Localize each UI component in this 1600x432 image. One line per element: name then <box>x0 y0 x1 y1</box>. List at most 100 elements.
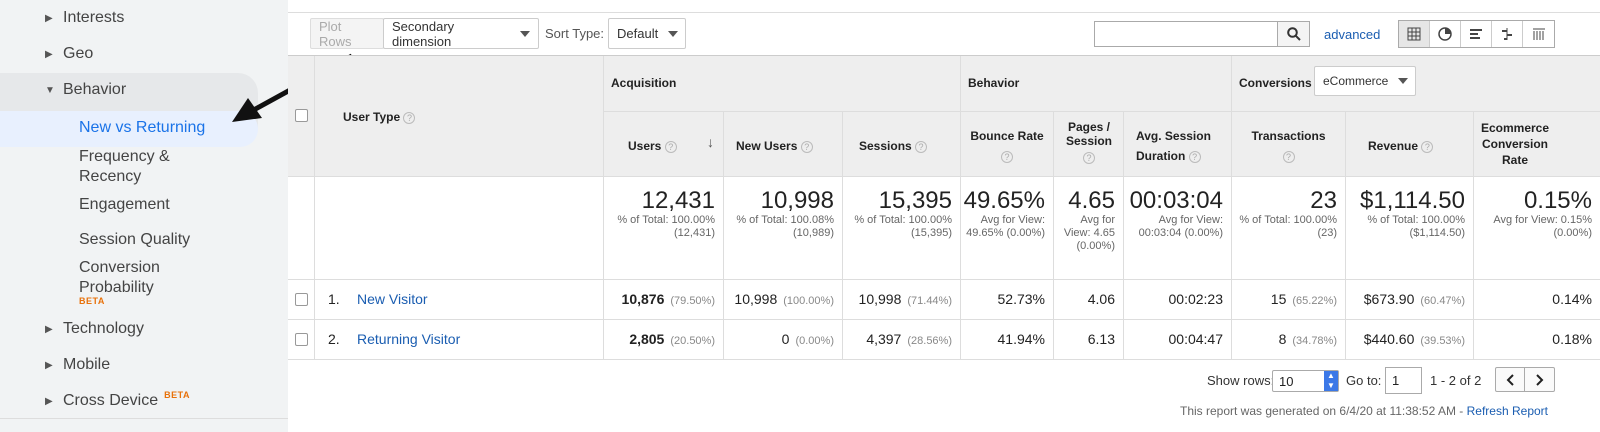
help-icon[interactable]: ? <box>800 140 813 153</box>
column-header-ecommerce-conversion-rate[interactable]: Ecommerce Conversion Rate <box>1474 112 1600 177</box>
page-range: 1 - 2 of 2 <box>1430 373 1482 388</box>
comparison-view-icon[interactable] <box>1492 21 1523 47</box>
sidebar-subitem-conversion-probability[interactable]: Conversion Probability <box>79 259 160 296</box>
secondary-dimension-dropdown[interactable]: Secondary dimension <box>383 18 539 49</box>
next-page-button[interactable] <box>1525 367 1555 392</box>
refresh-report-link[interactable]: Refresh Report <box>1466 404 1548 418</box>
column-label: Revenue <box>1368 139 1419 153</box>
plot-rows-button[interactable]: Plot Rows <box>310 18 384 49</box>
show-rows-value: 10 <box>1279 374 1294 389</box>
help-icon[interactable]: ? <box>664 140 677 153</box>
sidebar-item-geo[interactable]: ▶ Geo <box>0 36 93 72</box>
help-icon[interactable]: ? <box>1282 150 1295 163</box>
column-header-new-users[interactable]: New Users ? <box>724 112 843 177</box>
divider <box>288 12 1600 13</box>
sort-type-dropdown[interactable]: Default <box>608 18 686 49</box>
total-subtext: % of Total: 100.00% (23) <box>1239 214 1337 239</box>
user-type-header[interactable]: User Type ? <box>315 56 604 177</box>
cell-value: $440.60 <box>1363 331 1415 347</box>
sidebar-subitem-engagement[interactable]: Engagement <box>79 196 170 213</box>
help-icon[interactable]: ? <box>403 111 416 124</box>
cell-value: 15 <box>1270 291 1287 307</box>
pie-view-icon[interactable] <box>1430 21 1461 47</box>
table-search-input[interactable] <box>1094 21 1278 47</box>
goto-page-input[interactable]: 1 <box>1385 367 1422 394</box>
help-icon[interactable]: ? <box>1188 150 1201 163</box>
select-all-checkbox[interactable] <box>295 109 308 122</box>
conversions-dropdown[interactable]: eCommerce <box>1314 66 1416 96</box>
sidebar-subitem-frequency-recency[interactable]: Frequency & Recency <box>79 148 170 185</box>
conversions-group-header: Conversions eCommerce <box>1232 56 1600 112</box>
beta-badge: BETA <box>164 390 190 400</box>
chevron-left-icon <box>1506 373 1514 386</box>
row-new-users: 10,998 (100.00%) <box>724 280 843 320</box>
row-users: 10,876 (79.50%) <box>604 280 724 320</box>
total-subtext: Avg for View: 4.65 (0.00%) <box>1063 214 1115 252</box>
cell-value: 0 <box>781 331 790 347</box>
search-button[interactable] <box>1278 21 1310 47</box>
acquisition-group-label: Acquisition <box>611 76 677 90</box>
row-pages-session: 4.06 <box>1054 280 1124 320</box>
cell-value: 10,876 <box>621 291 665 307</box>
row-user-type-link[interactable]: New Visitor <box>357 291 428 307</box>
column-header-transactions[interactable]: Transactions? <box>1232 112 1346 177</box>
sidebar-item-label: Technology <box>63 320 144 337</box>
sidebar-item-cross-device[interactable]: ▶ Cross Device BETA <box>0 383 190 419</box>
column-header-revenue[interactable]: Revenue ? <box>1346 112 1474 177</box>
row-revenue: $440.60 (39.53%) <box>1346 320 1474 360</box>
sidebar-subitem-session-quality[interactable]: Session Quality <box>79 231 191 248</box>
caret-right-icon: ▶ <box>45 359 53 371</box>
sidebar-item-interests[interactable]: ▶ Interests <box>0 0 124 36</box>
cell-percent: (0.00%) <box>795 335 834 347</box>
cell-percent: (34.78%) <box>1292 335 1337 347</box>
search-icon <box>1286 27 1301 41</box>
column-header-pages-session[interactable]: Pages / Session? <box>1054 112 1124 177</box>
column-header-sessions[interactable]: Sessions ? <box>843 112 961 177</box>
total-transactions: 23 % of Total: 100.00% (23) <box>1232 177 1346 280</box>
row-checkbox-cell <box>288 320 315 360</box>
totals-label-cell <box>315 177 604 280</box>
help-icon[interactable]: ? <box>1421 140 1434 153</box>
column-label: Pages / Session <box>1065 120 1113 148</box>
total-revenue: $1,114.50 % of Total: 100.00% ($1,114.50… <box>1346 177 1474 280</box>
row-ecommerce-conversion-rate: 0.14% <box>1474 280 1600 320</box>
sidebar-item-label: Cross Device <box>63 392 159 409</box>
report-generated-text: This report was generated on 6/4/20 at 1… <box>1180 404 1467 418</box>
acquisition-group-header: Acquisition <box>604 56 961 112</box>
column-header-bounce-rate[interactable]: Bounce Rate? <box>961 112 1054 177</box>
row-checkbox[interactable] <box>295 333 308 346</box>
total-value: 4.65 <box>1068 187 1115 214</box>
caret-right-icon: ▶ <box>45 395 53 407</box>
cell-percent: (39.53%) <box>1420 335 1465 347</box>
behavior-group-label: Behavior <box>968 76 1020 90</box>
sidebar-item-mobile[interactable]: ▶ Mobile <box>0 347 110 383</box>
advanced-link[interactable]: advanced <box>1324 27 1381 42</box>
sidebar-subitem-new-vs-returning[interactable]: New vs Returning <box>79 119 206 136</box>
column-header-avg-session-duration[interactable]: Avg. Session Duration ? <box>1124 112 1232 177</box>
cell-value: 0.14% <box>1552 291 1592 307</box>
table-view-icon[interactable] <box>1399 21 1430 47</box>
help-icon[interactable]: ? <box>1083 152 1095 164</box>
column-header-users[interactable]: Users ? ↓ <box>604 112 724 177</box>
row-new-users: 0 (0.00%) <box>724 320 843 360</box>
previous-page-button[interactable] <box>1495 367 1525 392</box>
sidebar-item-label: Mobile <box>63 356 111 373</box>
help-icon[interactable]: ? <box>1001 150 1013 163</box>
help-icon[interactable]: ? <box>915 140 928 153</box>
bar-view-icon[interactable] <box>1461 21 1492 47</box>
sidebar-item-behavior[interactable]: ▼ Behavior <box>0 72 126 108</box>
total-value: 23 <box>1310 187 1337 214</box>
pivot-view-icon[interactable] <box>1523 21 1554 47</box>
row-checkbox[interactable] <box>295 293 308 306</box>
sidebar-item-technology[interactable]: ▶ Technology <box>0 311 144 347</box>
row-user-type-link[interactable]: Returning Visitor <box>357 331 461 347</box>
sort-type-value: Default <box>617 26 659 41</box>
cell-value: 2,805 <box>629 331 665 347</box>
cell-value: 6.13 <box>1087 331 1115 347</box>
show-rows-select[interactable]: 10 ▲ ▼ <box>1272 370 1339 392</box>
row-sessions: 10,998 (71.44%) <box>843 280 961 320</box>
total-value: 0.15% <box>1523 187 1592 214</box>
cell-value: 10,998 <box>858 291 902 307</box>
total-subtext: Avg for View: 0.15% (0.00%) <box>1493 214 1592 239</box>
stepper-arrows-icon: ▲ ▼ <box>1324 371 1338 391</box>
